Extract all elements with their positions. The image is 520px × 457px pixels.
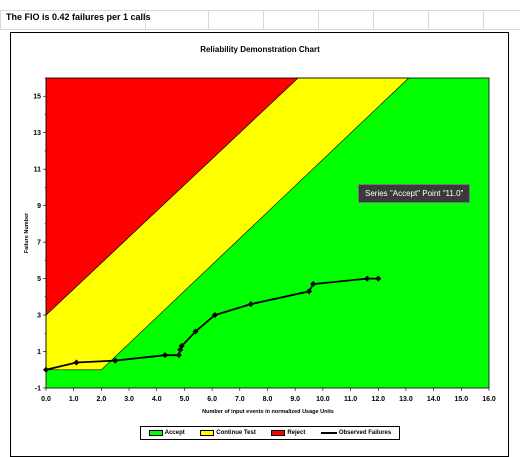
y-tick-label: 13 (33, 130, 41, 137)
y-tick-label: -1 (35, 386, 41, 393)
observed-failure-point (112, 357, 119, 364)
legend-label: Reject (287, 430, 306, 436)
observed-failure-point (247, 301, 254, 308)
legend-swatch (148, 430, 163, 436)
x-tick-label: 3.0 (124, 396, 134, 403)
observed-failure-point (178, 343, 185, 350)
observed-failure-point (211, 312, 218, 319)
x-tick-label: 8.0 (263, 396, 273, 403)
legend-item[interactable]: Observed Failures (320, 430, 392, 436)
x-tick-label: 2.0 (97, 396, 107, 403)
y-tick-label: 5 (37, 276, 41, 283)
x-axis: 0.0 1.0 2.0 3.0 4.0 5.0 6.0 7.0 8.0 9.0 10.0 11.0 12… (41, 388, 496, 403)
observed-failure-point (375, 275, 382, 282)
cell-divider (428, 11, 429, 29)
y-tick-label: 1 (37, 349, 41, 356)
y-tick-label: 7 (37, 240, 41, 247)
observed-failure-point (310, 281, 317, 288)
legend-swatch (200, 430, 215, 436)
y-tick-label: 11 (34, 167, 42, 174)
x-tick-label: 14.0 (427, 396, 441, 403)
x-tick-label: 12.0 (371, 396, 385, 403)
observed-failure-point (43, 366, 49, 373)
x-tick-label: 4.0 (152, 396, 162, 403)
x-tick-label: 1.0 (69, 396, 79, 403)
legend-swatch (320, 432, 337, 434)
y-tick-label: 3 (37, 313, 41, 320)
x-tick-label: 0.0 (41, 396, 51, 403)
observed-failure-point (73, 359, 80, 366)
y-tick-label: 9 (37, 203, 41, 210)
legend-item[interactable]: Reject (271, 430, 305, 436)
cell-divider (318, 11, 319, 29)
chart-legend[interactable]: Accept Continue Test Reject Observed Failur… (140, 426, 400, 440)
x-tick-label: 6.0 (207, 396, 217, 403)
x-tick-label: 16.0 (482, 396, 496, 403)
x-tick-label: 9.0 (290, 396, 300, 403)
cell-divider (208, 11, 209, 29)
plot-regions (45, 77, 490, 389)
series-tooltip: Series "Accept" Point "11.0" (358, 184, 471, 203)
legend-item[interactable]: Accept (148, 430, 185, 436)
legend-label: Observed Failures (338, 430, 392, 436)
spreadsheet-row (0, 10, 520, 30)
x-axis-label: Number of input events in normalized Usa… (202, 409, 334, 415)
observed-failure-point (364, 275, 371, 282)
chart-title: Reliability Demonstration Chart (200, 45, 320, 54)
observed-failure-point (175, 352, 182, 359)
x-tick-label: 5.0 (180, 396, 190, 403)
legend-item[interactable]: Continue Test (200, 430, 256, 436)
legend-label: Accept (164, 430, 185, 436)
x-tick-label: 10.0 (316, 396, 330, 403)
cell-divider (145, 11, 146, 29)
observed-failure-point (162, 352, 169, 359)
cell-divider (373, 11, 374, 29)
legend-label: Continue Test (216, 430, 256, 436)
x-tick-label: 15.0 (455, 396, 469, 403)
y-tick-label: 15 (33, 94, 41, 101)
observed-failure-point (192, 328, 199, 335)
y-axis-label: Failure Number (24, 212, 30, 253)
x-tick-label: 11.0 (344, 396, 357, 403)
cell-divider (0, 11, 1, 29)
x-tick-label: 13.0 (399, 396, 413, 403)
x-tick-label: 7.0 (235, 396, 245, 403)
observed-failure-point (306, 288, 313, 295)
cell-divider (483, 11, 484, 29)
legend-swatch (271, 430, 286, 436)
fio-cell-text[interactable]: The FIO is 0.42 failures per 1 calls (6, 12, 151, 22)
cell-divider (263, 11, 264, 29)
observed-failures-series (43, 275, 382, 373)
